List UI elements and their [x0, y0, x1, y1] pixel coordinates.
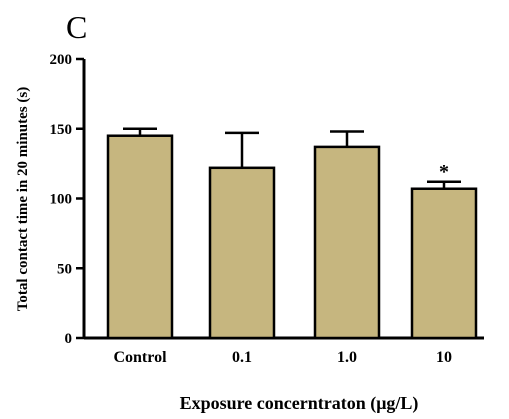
bar	[313, 145, 381, 340]
error-bar	[427, 180, 461, 189]
x-tick-label: 1.0	[337, 349, 357, 366]
x-tick-label: 10	[436, 349, 452, 366]
panel-label: C	[66, 9, 87, 45]
x-tick-label: Control	[113, 349, 167, 366]
bar	[106, 134, 174, 340]
x-axis-label: Exposure concerntraton (μg/L)	[180, 393, 419, 414]
y-axis: 0 50 100 150 200	[50, 52, 86, 347]
error-bar	[123, 127, 157, 136]
annotations: *	[439, 161, 449, 183]
y-tick-label: 150	[50, 122, 73, 138]
y-tick-label: 50	[57, 261, 72, 277]
bar	[208, 166, 276, 340]
error-bars	[123, 127, 461, 189]
y-tick-label: 200	[50, 52, 73, 68]
x-axis: Control 0.1 1.0 10	[84, 336, 484, 366]
bar	[410, 187, 478, 340]
x-tick-label: 0.1	[232, 349, 252, 366]
error-bar	[330, 130, 364, 147]
significance-marker: *	[439, 161, 449, 183]
y-tick-label: 100	[50, 192, 73, 208]
y-axis-label: Total contact time in 20 minutes (s)	[15, 87, 31, 311]
bars	[106, 134, 478, 340]
error-bar	[225, 131, 259, 168]
y-tick-label: 0	[65, 331, 73, 347]
